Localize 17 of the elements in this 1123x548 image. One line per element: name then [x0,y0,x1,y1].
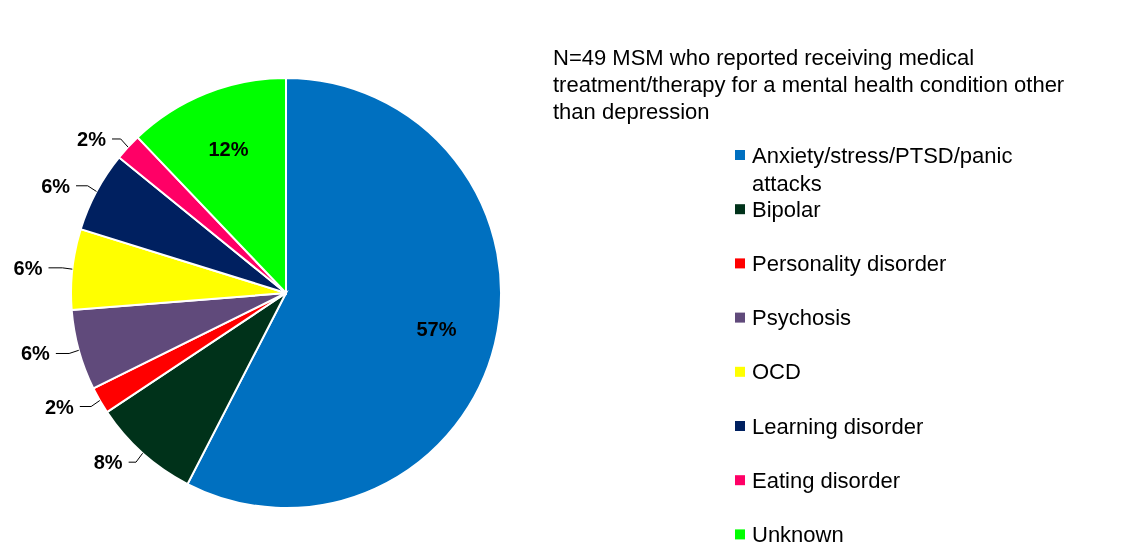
data-label: 2% [44,395,75,418]
legend-label: Unknown [752,521,844,547]
data-label: 6% [20,342,51,365]
data-label: 12% [208,138,249,161]
legend-label: OCD [752,359,801,385]
data-label: 6% [13,256,43,279]
legend-label: Personality disorder [752,250,947,276]
legend-label: Anxiety/stress/PTSD/panic attacks [752,142,1013,196]
data-label: 6% [41,174,71,197]
data-label: 2% [77,127,107,150]
legend-label: Psychosis [752,305,852,331]
chart-title: N=49 MSM who reported receiving medical treatment/therapy for a mental health condition other than depression [553,44,1065,124]
legend-label: Eating disorder [752,467,900,493]
data-label: 8% [93,451,123,474]
data-label: 57% [416,318,457,341]
legend-label: Learning disorder [752,413,924,439]
legend-label: Bipolar [752,196,821,222]
